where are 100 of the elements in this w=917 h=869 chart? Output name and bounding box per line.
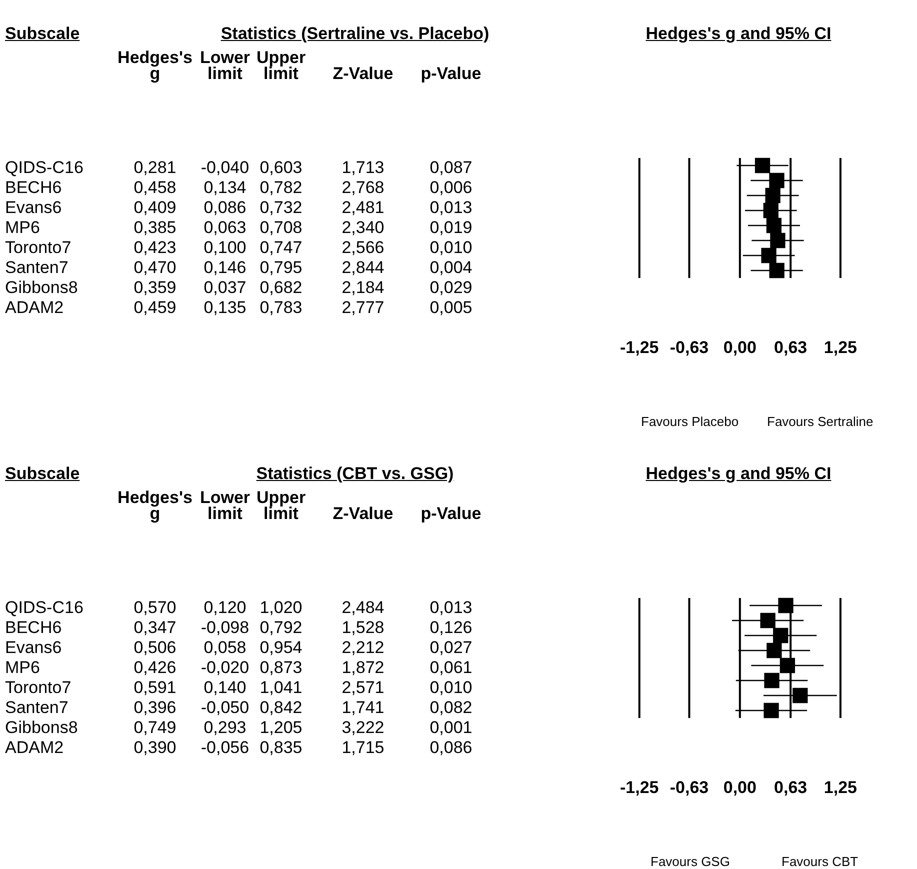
category-label: Evans6 xyxy=(5,638,62,657)
text: 0,795 xyxy=(260,258,302,277)
text: 1,715 xyxy=(342,738,384,757)
category-label: ADAM2 xyxy=(5,298,64,317)
category-label: BECH6 xyxy=(5,618,62,637)
text: 0,708 xyxy=(260,218,302,237)
text: 0,783 xyxy=(260,298,302,317)
text: 0,470 xyxy=(134,258,176,277)
point xyxy=(765,188,780,204)
text: 0,010 xyxy=(430,238,472,257)
point xyxy=(766,642,782,658)
text: 2,777 xyxy=(342,298,384,317)
text: 0,732 xyxy=(260,198,302,217)
text: 0,126 xyxy=(430,618,472,637)
text: 0,281 xyxy=(134,158,176,177)
text: 0,029 xyxy=(430,278,472,297)
x-tick-label: 1,25 xyxy=(824,778,858,797)
text: 0,061 xyxy=(430,658,472,677)
category-label: Toronto7 xyxy=(5,238,72,257)
text: 0,019 xyxy=(430,218,472,237)
category-label: QIDS-C16 xyxy=(5,598,84,617)
text: Statistics (CBT vs. GSG) xyxy=(255,464,455,484)
text: 0,037 xyxy=(204,278,246,297)
text: 2,184 xyxy=(342,278,384,297)
text: 0,396 xyxy=(134,698,176,717)
category-label: Gibbons8 xyxy=(5,278,78,297)
point xyxy=(761,248,776,264)
text: 0,086 xyxy=(430,738,472,757)
text: 2,566 xyxy=(342,238,384,257)
x-tick-label: 0,63 xyxy=(774,338,808,357)
x-tick-label: 0,00 xyxy=(723,778,756,797)
text: 1,872 xyxy=(342,658,384,677)
text: Subscale xyxy=(5,464,80,484)
x-tick-label: -1,25 xyxy=(620,338,659,357)
text: 0,749 xyxy=(134,718,176,737)
text: 1,713 xyxy=(342,158,384,177)
text: 2,481 xyxy=(342,198,384,217)
text: 0,293 xyxy=(204,718,246,737)
text: Favours Placebo xyxy=(641,414,739,429)
text: -0,040 xyxy=(200,158,250,177)
text: 1,020 xyxy=(260,598,302,617)
text: 0,426 xyxy=(134,658,176,677)
text: 0,140 xyxy=(204,678,246,697)
text: 0,005 xyxy=(430,298,472,317)
text: 0,010 xyxy=(430,678,472,697)
text: 0,591 xyxy=(134,678,176,697)
text: 0,792 xyxy=(260,618,302,637)
text: 1,741 xyxy=(342,698,384,717)
x-tick-label: 0,63 xyxy=(774,778,808,797)
point xyxy=(760,612,776,628)
category-label: MP6 xyxy=(5,658,40,677)
point xyxy=(763,202,778,218)
text: Subscale xyxy=(5,24,80,44)
text: 0,835 xyxy=(260,738,302,757)
text: 1,205 xyxy=(260,718,302,737)
category-label: Hedges's g xyxy=(116,48,194,83)
category-label: Gibbons8 xyxy=(5,718,78,737)
text: 2,571 xyxy=(342,678,384,697)
x-tick-label: 1,25 xyxy=(824,338,858,357)
text: 0,359 xyxy=(134,278,176,297)
text: 0,086 xyxy=(204,198,246,217)
text: 2,340 xyxy=(342,218,384,237)
text: 0,842 xyxy=(260,698,302,717)
text: 0,013 xyxy=(430,198,472,217)
category-label: Lower limit xyxy=(198,488,252,523)
text: 0,458 xyxy=(134,178,176,197)
text: 0,506 xyxy=(134,638,176,657)
text: 3,222 xyxy=(342,718,384,737)
text: 2,484 xyxy=(342,598,384,617)
x-tick-label: -1,25 xyxy=(620,778,659,797)
text: 0,087 xyxy=(430,158,472,177)
point xyxy=(769,262,784,278)
text: 0,134 xyxy=(204,178,246,197)
category-label: Hedges's g xyxy=(116,488,194,523)
text: Statistics (Sertraline vs. Placebo) xyxy=(220,24,490,44)
text: 1,528 xyxy=(342,618,384,637)
point xyxy=(780,658,796,674)
text: 0,146 xyxy=(204,258,246,277)
category-label: Toronto7 xyxy=(5,678,72,697)
category-label: ADAM2 xyxy=(5,738,64,757)
category-label: p-Value xyxy=(420,504,482,523)
point xyxy=(778,598,794,614)
point xyxy=(769,172,784,188)
category-label: Z-Value xyxy=(332,64,394,83)
point xyxy=(766,218,782,234)
point xyxy=(773,628,788,644)
category-label: MP6 xyxy=(5,218,40,237)
text: 0,747 xyxy=(260,238,302,257)
point xyxy=(764,672,780,688)
text: -0,050 xyxy=(200,698,250,717)
text: 0,082 xyxy=(430,698,472,717)
text: 0,603 xyxy=(260,158,302,177)
x-tick-label: 0,00 xyxy=(723,338,756,357)
text: 0,347 xyxy=(134,618,176,637)
category-label: Evans6 xyxy=(5,198,62,217)
text: 2,844 xyxy=(342,258,384,277)
point xyxy=(764,702,779,718)
category-label: BECH6 xyxy=(5,178,62,197)
text: 0,006 xyxy=(430,178,472,197)
text: 0,385 xyxy=(134,218,176,237)
